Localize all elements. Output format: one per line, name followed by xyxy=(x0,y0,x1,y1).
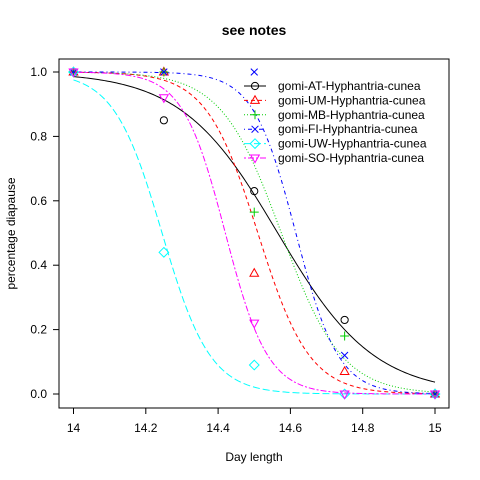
y-tick-label: 0.6 xyxy=(30,194,47,208)
data-point-series-2 xyxy=(249,267,260,277)
legend-marker xyxy=(249,138,261,150)
legend-label: gomi-UW-Hyphantria-cunea xyxy=(278,137,427,151)
y-tick-label: 0.2 xyxy=(30,323,47,337)
y-tick-label: 0.4 xyxy=(30,258,47,272)
data-point-series-5 xyxy=(248,359,260,371)
data-point-series-4 xyxy=(340,351,349,360)
x-tick-label: 14.2 xyxy=(134,421,158,435)
data-point-series-1 xyxy=(340,315,349,325)
legend: gomi-AT-Hyphantria-cuneagomi-UM-Hyphantr… xyxy=(244,79,427,165)
plot-frame xyxy=(58,58,450,409)
data-point-series-6 xyxy=(429,390,441,400)
y-axis-label: percentage diapause xyxy=(4,177,18,289)
data-point-series-3 xyxy=(340,331,350,341)
x-tick-label: 14 xyxy=(67,421,81,435)
x-tick-label: 14.4 xyxy=(206,421,230,435)
legend-label: gomi-FI-Hyphantria-cunea xyxy=(278,122,418,136)
data-point-series-1 xyxy=(159,116,168,125)
fit-curve-5 xyxy=(73,79,435,395)
legend-label: gomi-MB-Hyphantria-cunea xyxy=(278,108,425,122)
data-point-series-6 xyxy=(68,68,79,78)
data-point-series-6 xyxy=(249,319,260,329)
legend-marker xyxy=(251,125,259,133)
legend-label: gomi-UM-Hyphantria-cunea xyxy=(278,93,426,107)
x-axis-label: Day length xyxy=(225,450,282,464)
legend-label: gomi-AT-Hyphantria-cunea xyxy=(278,79,421,93)
y-tick-label: 0.0 xyxy=(30,387,47,401)
data-point-series-4 xyxy=(160,68,168,76)
fit-curve-4 xyxy=(73,71,436,395)
data-point-series-5 xyxy=(158,246,170,258)
fit-curve-6 xyxy=(73,71,435,395)
x-tick-label: 15 xyxy=(428,421,442,435)
legend-marker xyxy=(250,110,260,120)
legend-marker xyxy=(249,154,261,164)
x-tick-label: 14.8 xyxy=(351,421,375,435)
y-tick-label: 1.0 xyxy=(30,65,47,79)
data-point-series-6 xyxy=(158,94,170,104)
data-point-series-4 xyxy=(250,68,259,76)
data-point-series-1 xyxy=(250,187,259,196)
x-tick-label: 14.6 xyxy=(279,421,303,435)
plot-area: 14 14.2 14.4 14.6 14.8 15 0.0 0.2 0.4 0.6 0.8 1.0 xyxy=(30,58,450,435)
chart-title: see notes xyxy=(222,22,287,38)
legend-marker xyxy=(250,81,260,91)
legend-marker xyxy=(249,94,261,104)
y-tick-label: 0.8 xyxy=(30,129,47,143)
data-point-series-6 xyxy=(339,390,350,400)
fit-curve-3 xyxy=(73,71,436,393)
data-point-series-2 xyxy=(339,365,350,375)
legend-label: gomi-SO-Hyphantria-cunea xyxy=(278,151,424,165)
data-point-series-3 xyxy=(249,207,259,217)
